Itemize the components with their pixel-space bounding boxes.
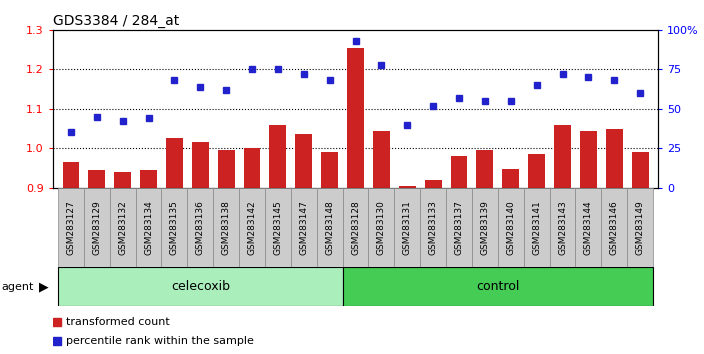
Text: GSM283135: GSM283135 [170, 200, 179, 255]
FancyBboxPatch shape [84, 188, 110, 267]
Text: percentile rank within the sample: percentile rank within the sample [66, 336, 254, 346]
Text: GSM283132: GSM283132 [118, 200, 127, 255]
Bar [166, 138, 183, 354]
Bar [63, 162, 80, 354]
Bar [554, 125, 571, 354]
Text: GSM283129: GSM283129 [92, 200, 101, 255]
Text: GSM283148: GSM283148 [325, 200, 334, 255]
Bar [606, 129, 622, 354]
Text: transformed count: transformed count [66, 318, 170, 327]
Bar [399, 185, 415, 354]
Bar [580, 131, 597, 354]
Text: GSM283134: GSM283134 [144, 200, 153, 255]
Bar [296, 135, 312, 354]
Text: GSM283130: GSM283130 [377, 200, 386, 255]
Bar [321, 152, 338, 354]
Text: GSM283136: GSM283136 [196, 200, 205, 255]
FancyBboxPatch shape [58, 188, 84, 267]
FancyBboxPatch shape [472, 188, 498, 267]
Text: GSM283144: GSM283144 [584, 200, 593, 255]
Bar [140, 170, 157, 354]
FancyBboxPatch shape [498, 188, 524, 267]
Text: GSM283137: GSM283137 [455, 200, 463, 255]
Bar [373, 131, 390, 354]
FancyBboxPatch shape [601, 188, 627, 267]
FancyBboxPatch shape [420, 188, 446, 267]
Text: control: control [476, 280, 520, 293]
Text: ▶: ▶ [39, 280, 49, 293]
FancyBboxPatch shape [110, 188, 136, 267]
Text: GSM283131: GSM283131 [403, 200, 412, 255]
Bar [218, 150, 234, 354]
FancyBboxPatch shape [524, 188, 550, 267]
FancyBboxPatch shape [187, 188, 213, 267]
FancyBboxPatch shape [343, 267, 653, 306]
FancyBboxPatch shape [213, 188, 239, 267]
Bar [89, 170, 105, 354]
Bar [244, 148, 260, 354]
Bar [192, 142, 208, 354]
Text: GSM283127: GSM283127 [66, 200, 75, 255]
FancyBboxPatch shape [239, 188, 265, 267]
Text: celecoxib: celecoxib [171, 280, 230, 293]
Text: GSM283140: GSM283140 [506, 200, 515, 255]
Text: agent: agent [1, 282, 34, 292]
Text: GSM283143: GSM283143 [558, 200, 567, 255]
Text: GSM283133: GSM283133 [429, 200, 438, 255]
FancyBboxPatch shape [575, 188, 601, 267]
Text: GSM283146: GSM283146 [610, 200, 619, 255]
FancyBboxPatch shape [446, 188, 472, 267]
Text: GDS3384 / 284_at: GDS3384 / 284_at [53, 14, 179, 28]
Text: GSM283147: GSM283147 [299, 200, 308, 255]
Text: GSM283139: GSM283139 [480, 200, 489, 255]
FancyBboxPatch shape [58, 267, 343, 306]
FancyBboxPatch shape [550, 188, 575, 267]
Bar [631, 152, 648, 354]
Text: GSM283142: GSM283142 [248, 200, 256, 255]
Bar [477, 150, 494, 354]
Bar [114, 172, 131, 354]
Bar [425, 180, 441, 354]
Text: GSM283145: GSM283145 [273, 200, 282, 255]
FancyBboxPatch shape [161, 188, 187, 267]
Text: GSM283149: GSM283149 [636, 200, 645, 255]
Bar [347, 48, 364, 354]
FancyBboxPatch shape [394, 188, 420, 267]
FancyBboxPatch shape [291, 188, 317, 267]
FancyBboxPatch shape [343, 188, 368, 267]
Text: GSM283138: GSM283138 [222, 200, 231, 255]
FancyBboxPatch shape [317, 188, 343, 267]
FancyBboxPatch shape [136, 188, 161, 267]
Text: GSM283128: GSM283128 [351, 200, 360, 255]
Bar [503, 169, 519, 354]
FancyBboxPatch shape [627, 188, 653, 267]
Bar [270, 125, 287, 354]
Text: GSM283141: GSM283141 [532, 200, 541, 255]
Bar [528, 154, 545, 354]
FancyBboxPatch shape [368, 188, 394, 267]
FancyBboxPatch shape [265, 188, 291, 267]
Bar [451, 156, 467, 354]
